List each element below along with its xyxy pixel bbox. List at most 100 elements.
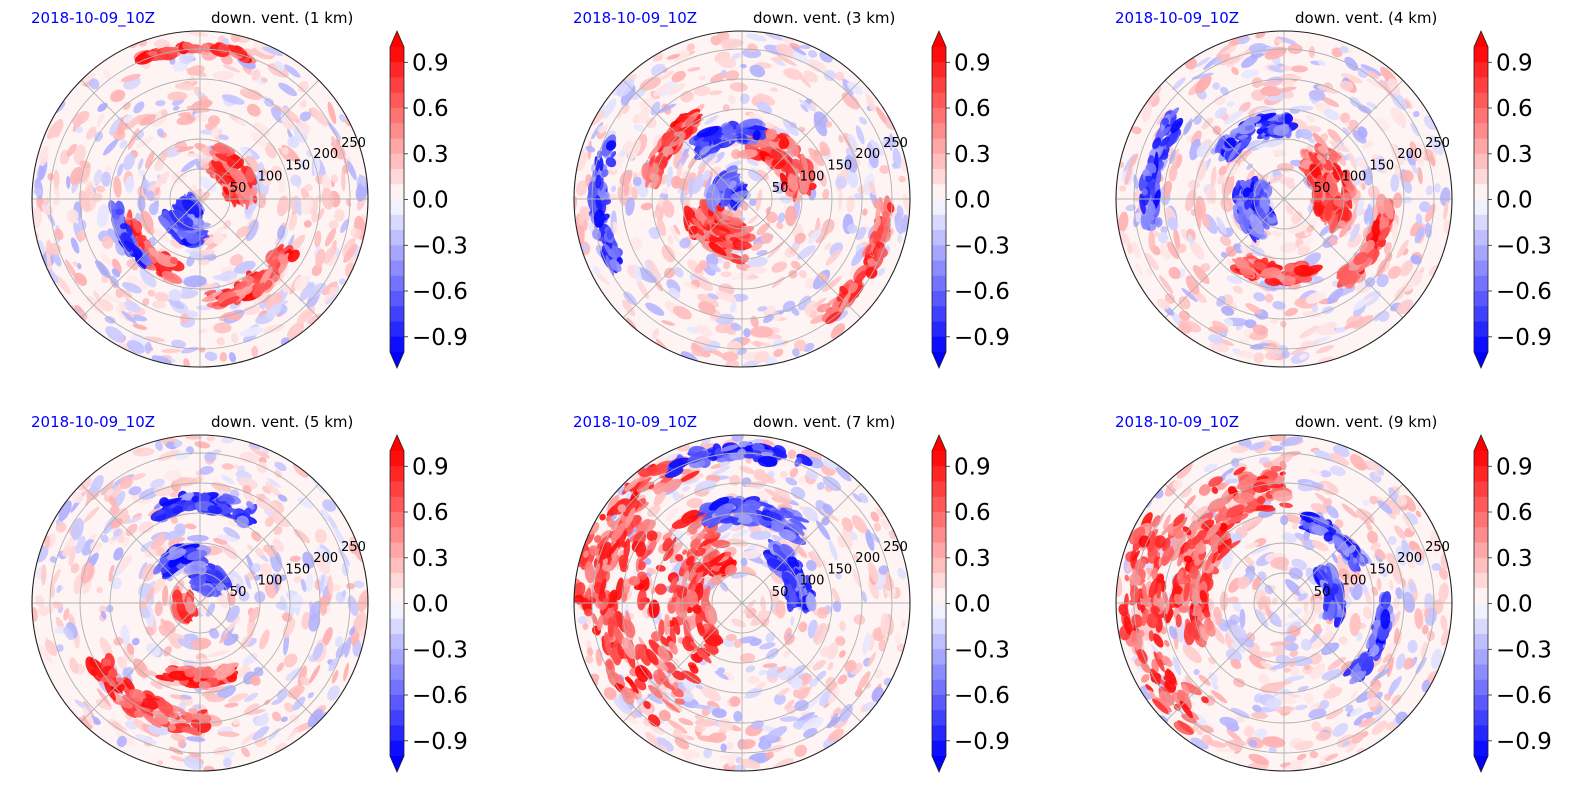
blue-cell — [123, 152, 136, 171]
blue-cell — [585, 145, 596, 153]
colorbar-bin — [390, 62, 404, 78]
red-cell — [332, 144, 346, 160]
blue-cell — [264, 98, 274, 107]
red-cell — [72, 261, 79, 267]
red-cell — [330, 174, 339, 183]
blue-cell — [742, 359, 761, 367]
blue-cell — [121, 310, 137, 325]
blue-cell — [706, 253, 719, 266]
blue-cell — [168, 227, 183, 245]
blue-cell — [616, 78, 635, 97]
red-cell — [867, 258, 877, 266]
red-cell — [771, 276, 785, 288]
red-cell — [213, 322, 232, 334]
blue-cell — [262, 46, 283, 57]
red-cell — [720, 271, 732, 278]
blue-cell — [792, 348, 800, 357]
blue-cell — [179, 52, 195, 65]
red-cell — [765, 128, 778, 141]
blue-cell — [719, 171, 738, 179]
red-cell — [201, 290, 223, 302]
blue-cell — [763, 315, 774, 324]
red-cell — [882, 210, 891, 232]
red-cell — [574, 195, 578, 212]
colorbar-bin — [390, 138, 404, 155]
red-cell — [101, 292, 120, 304]
blue-cell — [877, 267, 885, 277]
red-cell — [76, 231, 87, 242]
colorbar-tick-label: 0.0 — [954, 188, 991, 214]
red-cell — [627, 139, 641, 161]
red-cell — [886, 202, 895, 213]
red-cell — [848, 285, 864, 303]
red-cell — [270, 166, 283, 178]
red-cell — [74, 305, 83, 313]
blue-cell — [157, 215, 172, 231]
colorbar-tick-label: −0.9 — [412, 325, 468, 351]
colorbar-bin — [390, 169, 404, 185]
red-cell — [251, 346, 259, 358]
blue-cell — [707, 293, 719, 300]
red-cell — [297, 81, 309, 93]
red-cell — [140, 114, 157, 126]
red-cell — [783, 68, 803, 80]
blue-cell — [168, 298, 185, 310]
red-cell — [700, 211, 705, 226]
red-cell — [777, 133, 788, 142]
blue-cell — [115, 208, 124, 216]
blue-cell — [799, 44, 811, 50]
blue-cell — [146, 190, 155, 202]
red-cell — [720, 38, 744, 49]
blue-cell — [703, 176, 712, 198]
colorbar-bin — [390, 92, 404, 109]
blue-cell — [124, 175, 135, 193]
blue-cell — [739, 118, 759, 128]
blue-cell — [682, 140, 692, 149]
red-cell — [804, 300, 816, 314]
colorbar-bin — [390, 603, 404, 620]
red-cell — [612, 221, 618, 235]
blue-cell — [183, 217, 194, 227]
colorbar-tick-label: 0.3 — [954, 142, 991, 168]
blue-cell — [747, 256, 768, 268]
colorbar-bin — [1474, 153, 1488, 170]
red-cell — [287, 322, 305, 340]
blue-cell — [121, 282, 142, 294]
grid-spoke — [199, 79, 320, 200]
blue-cell — [838, 158, 847, 169]
red-cell — [686, 43, 696, 52]
red-cell — [779, 172, 788, 186]
red-cell — [322, 281, 338, 296]
red-cell — [103, 70, 111, 80]
blue-cell — [798, 99, 817, 112]
red-cell — [160, 109, 168, 118]
red-cell — [669, 83, 686, 96]
colorbar-extend-max — [1474, 31, 1488, 47]
ring-label: 200 — [313, 551, 338, 566]
red-cell — [708, 242, 727, 257]
red-cell — [179, 313, 190, 324]
blue-cell — [891, 162, 898, 169]
colorbar-bin — [932, 291, 946, 307]
colorbar-tick-label: −0.3 — [412, 233, 468, 259]
red-cell — [160, 46, 180, 55]
red-cell — [747, 215, 758, 225]
blue-cell — [723, 184, 732, 207]
red-cell — [297, 119, 311, 135]
blue-cell — [284, 64, 301, 78]
red-cell — [862, 208, 868, 216]
blue-cell — [183, 275, 207, 288]
red-cell — [229, 167, 246, 184]
blue-cell — [119, 223, 128, 230]
red-cell — [223, 220, 232, 230]
blue-cell — [705, 192, 717, 212]
colorbar-tick-label: −0.9 — [412, 729, 468, 755]
blue-cell — [621, 98, 630, 107]
colorbar-tick-label: −0.3 — [412, 637, 468, 663]
blue-cell — [339, 278, 346, 285]
red-cell — [875, 205, 881, 223]
blue-cell — [673, 266, 684, 278]
colorbar-frame — [389, 30, 405, 369]
blue-cell — [265, 303, 283, 319]
red-cell — [669, 225, 681, 245]
